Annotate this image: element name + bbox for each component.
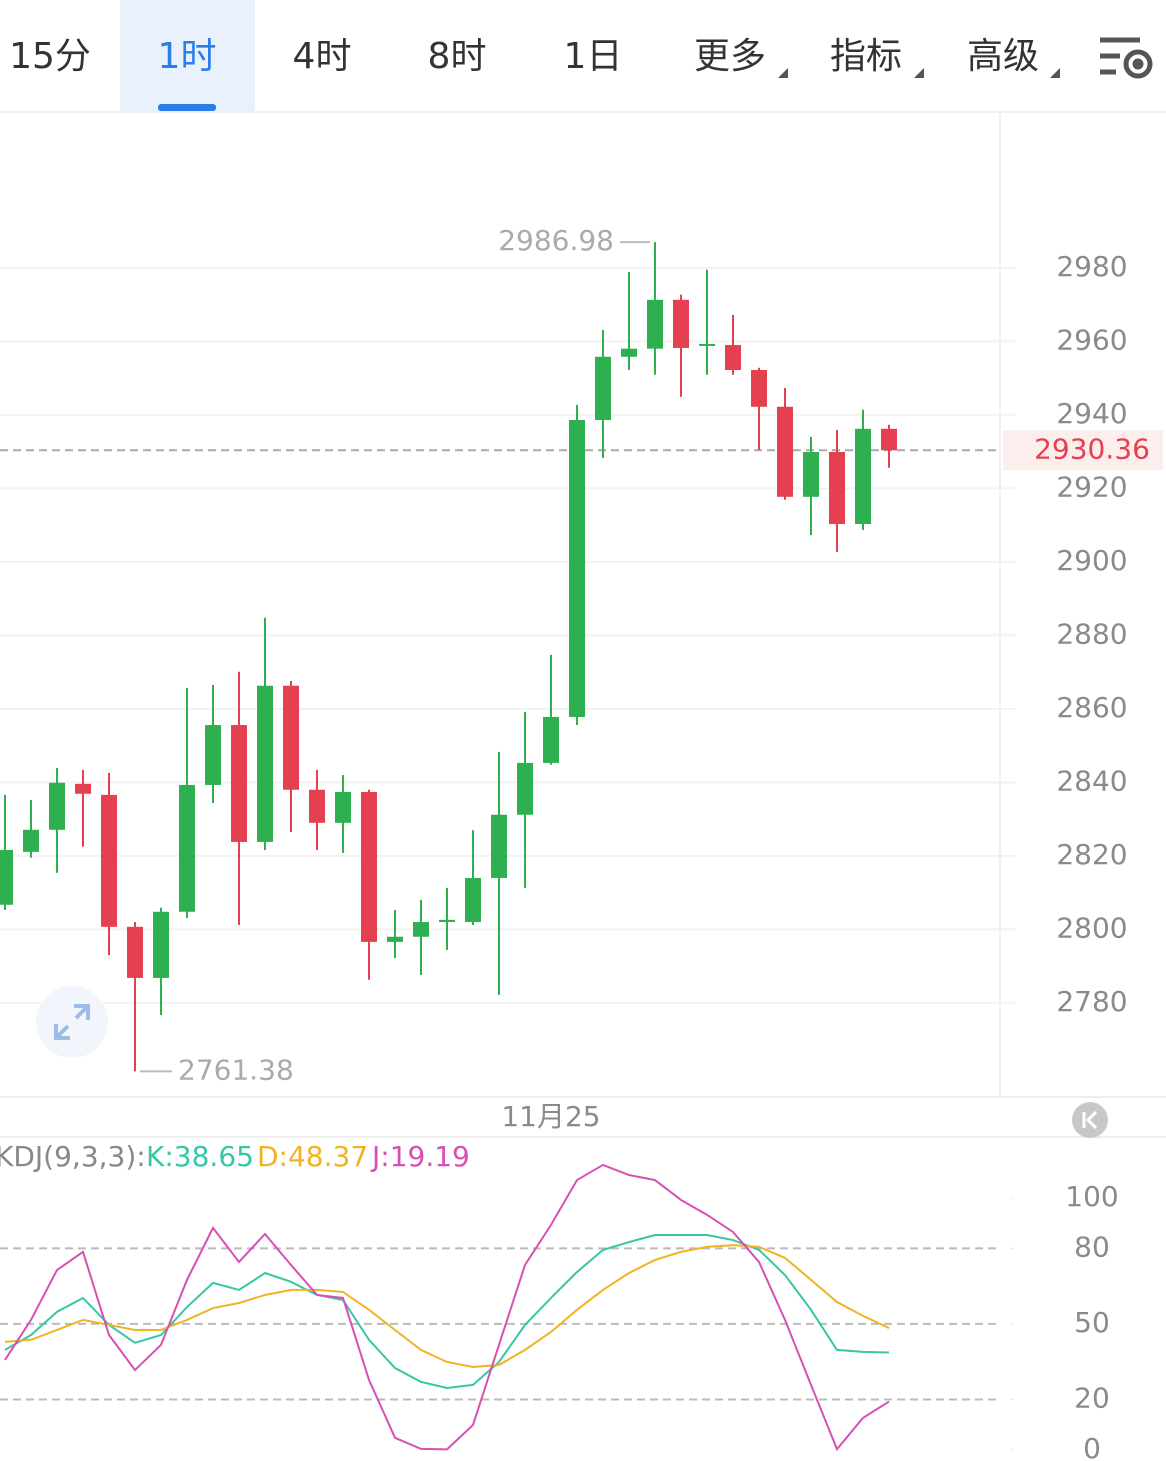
candle-body xyxy=(49,782,65,830)
candle-body xyxy=(803,451,819,497)
candle-body xyxy=(127,926,143,978)
candle-body xyxy=(829,451,845,525)
tab-highlight xyxy=(120,0,255,112)
tab[interactable]: 1时 xyxy=(158,36,217,77)
y-tick-label: 2800 xyxy=(1056,911,1127,944)
tab[interactable]: 指标 xyxy=(830,36,902,77)
candle-body xyxy=(153,911,169,978)
kdj-chart: 0 20 50 80 100 K:38.65 D:48.37 J:19.19 xyxy=(0,1140,1119,1461)
y-tick-label: 2840 xyxy=(1056,764,1127,797)
tab[interactable]: 1日 xyxy=(564,36,623,77)
candle-body xyxy=(517,762,533,815)
y-tick-label: 2960 xyxy=(1056,323,1127,356)
y-tick-label: 100 xyxy=(1065,1180,1118,1213)
candle-body xyxy=(205,725,221,785)
candle-body xyxy=(465,877,481,923)
candle-body xyxy=(335,791,351,823)
candle-body xyxy=(101,794,117,927)
candle-body xyxy=(855,428,871,525)
candle-body xyxy=(179,784,195,912)
y-tick-label: 0 xyxy=(1083,1432,1101,1461)
y-tick-label: 2880 xyxy=(1056,617,1127,650)
tab[interactable]: 15分 xyxy=(9,36,91,77)
candle-body xyxy=(647,299,663,349)
candle-body xyxy=(595,356,611,420)
tab[interactable]: 更多 xyxy=(694,36,766,77)
candle-body xyxy=(725,345,741,371)
candle-body xyxy=(23,829,39,852)
candle-body xyxy=(387,936,403,942)
tab-bar: 15分 1时 4时 8时 1日 更多 指标 高级 xyxy=(9,0,1039,112)
expand-button[interactable] xyxy=(36,986,108,1058)
candle-body xyxy=(231,725,247,842)
last-price-label: 2930.36 xyxy=(1034,432,1150,465)
candlestick-chart: 2780 2800 2820 2840 2860 2880 2900 2920 2940 2960… xyxy=(0,224,1163,1133)
y-tick-label: 50 xyxy=(1074,1306,1110,1339)
legend-entry: K:38.65 xyxy=(146,1140,254,1173)
candle-body xyxy=(569,419,585,717)
last-price-box xyxy=(1003,430,1163,471)
legend-entry: D:48.37 xyxy=(257,1140,368,1173)
candle-body xyxy=(673,299,689,348)
candle-body xyxy=(621,348,637,357)
kdj-line xyxy=(4,1163,890,1452)
candle-body xyxy=(439,919,455,923)
candle-body xyxy=(283,685,299,790)
y-tick-label: 80 xyxy=(1074,1230,1110,1263)
candle-body xyxy=(75,783,91,794)
y-tick-label: 2940 xyxy=(1056,397,1127,430)
y-tick-label: 2920 xyxy=(1056,470,1127,503)
candle-body xyxy=(751,370,767,407)
candle-body xyxy=(543,716,559,763)
dropdown-caret[interactable] xyxy=(778,68,788,78)
low-label: 2761.38 xyxy=(178,1053,294,1086)
tab[interactable]: 8时 xyxy=(428,36,487,77)
x-tick-label: 11月25 xyxy=(501,1100,600,1133)
y-tick-label: 2980 xyxy=(1056,250,1127,283)
candle-body xyxy=(361,791,377,942)
settings-icon[interactable] xyxy=(1100,37,1153,79)
candle-body xyxy=(257,685,273,842)
tab-indicator xyxy=(158,104,216,111)
tab[interactable]: 高级 xyxy=(967,36,1039,77)
y-tick-label: 20 xyxy=(1074,1382,1110,1415)
high-label: 2986.98 xyxy=(498,224,614,257)
candle-body xyxy=(777,406,793,497)
kdj-line xyxy=(4,1244,890,1369)
dropdown-caret[interactable] xyxy=(914,68,924,78)
candle-body xyxy=(491,814,507,878)
candle-body xyxy=(413,922,429,937)
collapse-button[interactable] xyxy=(1072,1102,1108,1138)
candle-body xyxy=(881,428,897,451)
tab[interactable]: 4时 xyxy=(293,36,352,77)
legend-entry: J:19.19 xyxy=(370,1140,470,1173)
y-tick-label: 2780 xyxy=(1056,985,1127,1018)
candle-body xyxy=(0,850,13,905)
dropdown-caret[interactable] xyxy=(1050,68,1060,78)
y-tick-label: 2900 xyxy=(1056,544,1127,577)
y-tick-label: 2860 xyxy=(1056,691,1127,724)
candle-body xyxy=(699,343,715,346)
y-tick-label: 2820 xyxy=(1056,838,1127,871)
candle-body xyxy=(309,789,325,823)
indicator-title: KDJ(9,3,3): xyxy=(0,1140,146,1173)
